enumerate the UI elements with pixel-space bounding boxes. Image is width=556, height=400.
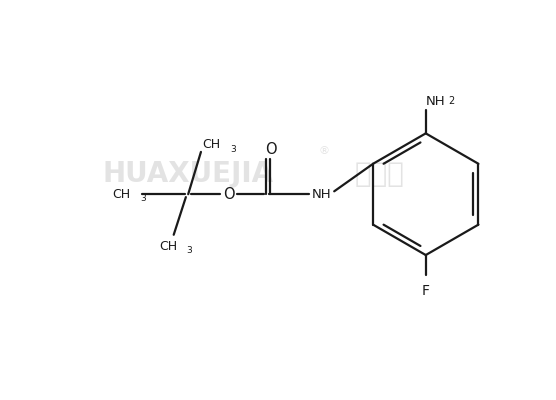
Text: F: F: [422, 284, 430, 298]
Text: O: O: [265, 142, 276, 156]
Text: CH: CH: [202, 138, 220, 152]
Text: HUAXUEJIA: HUAXUEJIA: [103, 160, 274, 188]
Text: O: O: [223, 187, 235, 202]
Text: NH: NH: [312, 188, 331, 201]
Text: 3: 3: [186, 246, 192, 256]
Text: 2: 2: [448, 96, 454, 106]
Text: CH: CH: [112, 188, 131, 201]
Text: 3: 3: [230, 145, 236, 154]
Text: CH: CH: [159, 240, 177, 253]
Text: ®: ®: [319, 146, 330, 156]
Text: 化学加: 化学加: [355, 160, 404, 188]
Text: NH: NH: [426, 95, 445, 108]
Text: 3: 3: [140, 194, 146, 203]
